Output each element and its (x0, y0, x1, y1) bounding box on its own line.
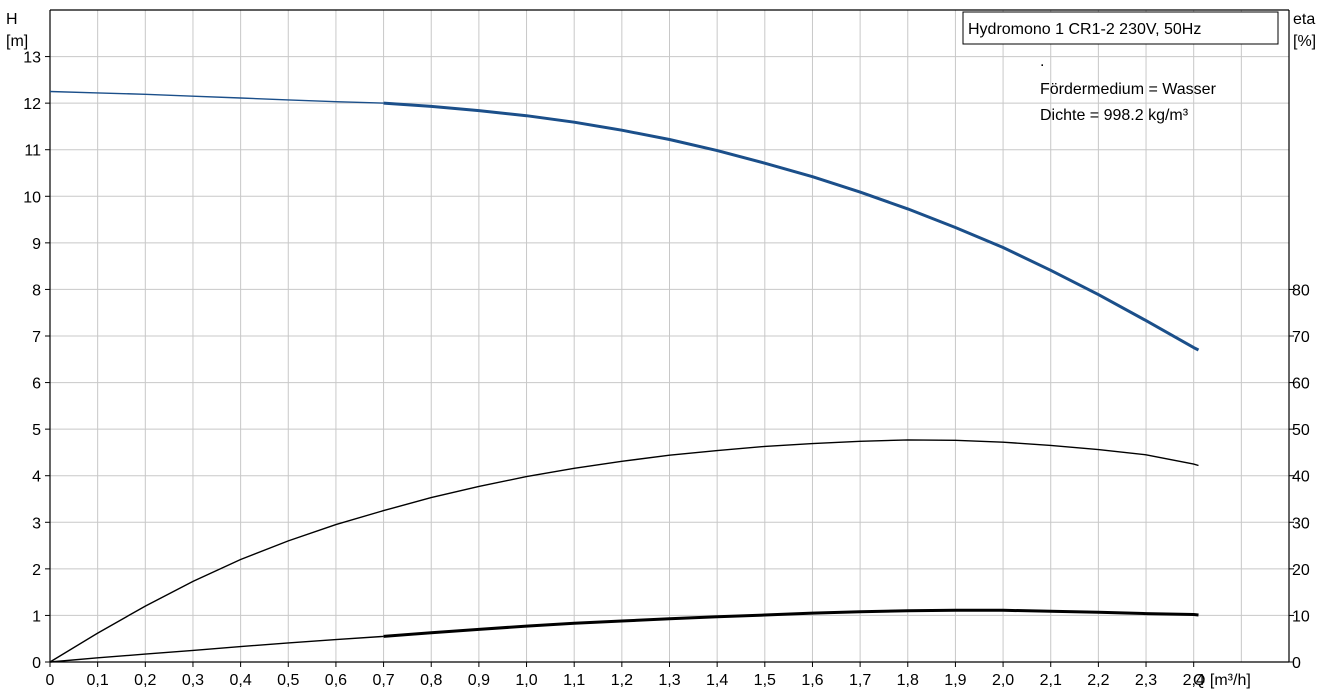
y-left-tick-label: 12 (23, 96, 41, 113)
y-left-tick-label: 3 (32, 515, 41, 532)
y-left-tick-label: 0 (32, 655, 41, 672)
y-right-label-line1: eta (1293, 11, 1315, 28)
series-power-curve-thin (49, 635, 384, 663)
y-left-tick-label: 7 (32, 329, 41, 346)
x-tick-label: 0,4 (229, 672, 251, 689)
chart-title: Hydromono 1 CR1-2 230V, 50Hz (968, 21, 1201, 38)
series-head-curve-bold (383, 101, 1200, 352)
y-left-tick-label: 5 (32, 422, 41, 439)
x-tick-label: 2,2 (1087, 672, 1109, 689)
x-tick-label: 2,1 (1040, 672, 1062, 689)
x-tick-label: 2,3 (1135, 672, 1157, 689)
x-tick-label: 0,2 (134, 672, 156, 689)
ticks: 0 0,1 0,2 0,3 0,4 0,5 0,6 0,7 0,8 0,9 1,0 1,1 1,2 1,3… (23, 50, 1310, 689)
note-medium: Fördermedium = Wasser (1040, 81, 1217, 98)
y-left-tick-label: 8 (32, 282, 41, 299)
y-left-tick-label: 4 (32, 469, 41, 486)
x-tick-label: 1,2 (611, 672, 633, 689)
y-right-tick-label: 60 (1292, 376, 1310, 393)
y-right-tick-label: 80 (1292, 282, 1310, 299)
x-axis-label: Q [m³/h] (1193, 672, 1251, 689)
series-head-curve-thin (49, 90, 384, 104)
note-dot: . (1040, 53, 1044, 70)
y-left-label-line2: [m] (6, 33, 28, 50)
x-tick-label: 2,4 (1183, 672, 1205, 689)
x-tick-label: 1,3 (658, 672, 680, 689)
y-right-tick-label: 70 (1292, 329, 1310, 346)
y-right-tick-label: 20 (1292, 562, 1310, 579)
x-tick-label: 1,9 (944, 672, 966, 689)
x-tick-label: 1,5 (754, 672, 776, 689)
x-tick-label: 1,7 (849, 672, 871, 689)
note-density: Dichte = 998.2 kg/m³ (1040, 107, 1189, 124)
x-tick-label: 0,5 (277, 672, 299, 689)
y-left-tick-label: 2 (32, 562, 41, 579)
x-tick-label: 0 (46, 672, 55, 689)
series (49, 90, 1200, 663)
x-tick-label: 1,6 (801, 672, 823, 689)
series-power-curve-bold (383, 608, 1199, 638)
x-tick-label: 0,9 (468, 672, 490, 689)
x-tick-label: 1,4 (706, 672, 728, 689)
y-right-tick-label: 50 (1292, 422, 1310, 439)
title-box (962, 11, 1279, 45)
y-right-tick-label: 0 (1292, 655, 1301, 672)
grid (50, 10, 1289, 662)
y-left-tick-label: 9 (32, 236, 41, 253)
x-tick-label: 0,6 (325, 672, 347, 689)
x-tick-label: 1,0 (515, 672, 537, 689)
x-tick-label: 2,0 (992, 672, 1014, 689)
x-tick-label: 1,1 (563, 672, 585, 689)
x-tick-label: 0,7 (372, 672, 394, 689)
y-right-label-line2: [%] (1293, 33, 1316, 50)
y-right-tick-label: 30 (1292, 515, 1310, 532)
y-left-label-line1: H (6, 11, 18, 28)
x-tick-label: 1,8 (897, 672, 919, 689)
y-left-tick-label: 10 (23, 189, 41, 206)
y-left-tick-label: 6 (32, 376, 41, 393)
y-left-tick-label: 11 (24, 143, 41, 160)
y-right-tick-label: 40 (1292, 469, 1310, 486)
y-left-tick-label: 13 (23, 50, 41, 67)
series-efficiency-curve (49, 439, 1199, 663)
x-tick-label: 0,3 (182, 672, 204, 689)
x-tick-label: 0,8 (420, 672, 442, 689)
x-tick-label: 0,1 (87, 672, 109, 689)
y-right-tick-label: 10 (1292, 608, 1310, 625)
y-left-tick-label: 1 (32, 608, 41, 625)
